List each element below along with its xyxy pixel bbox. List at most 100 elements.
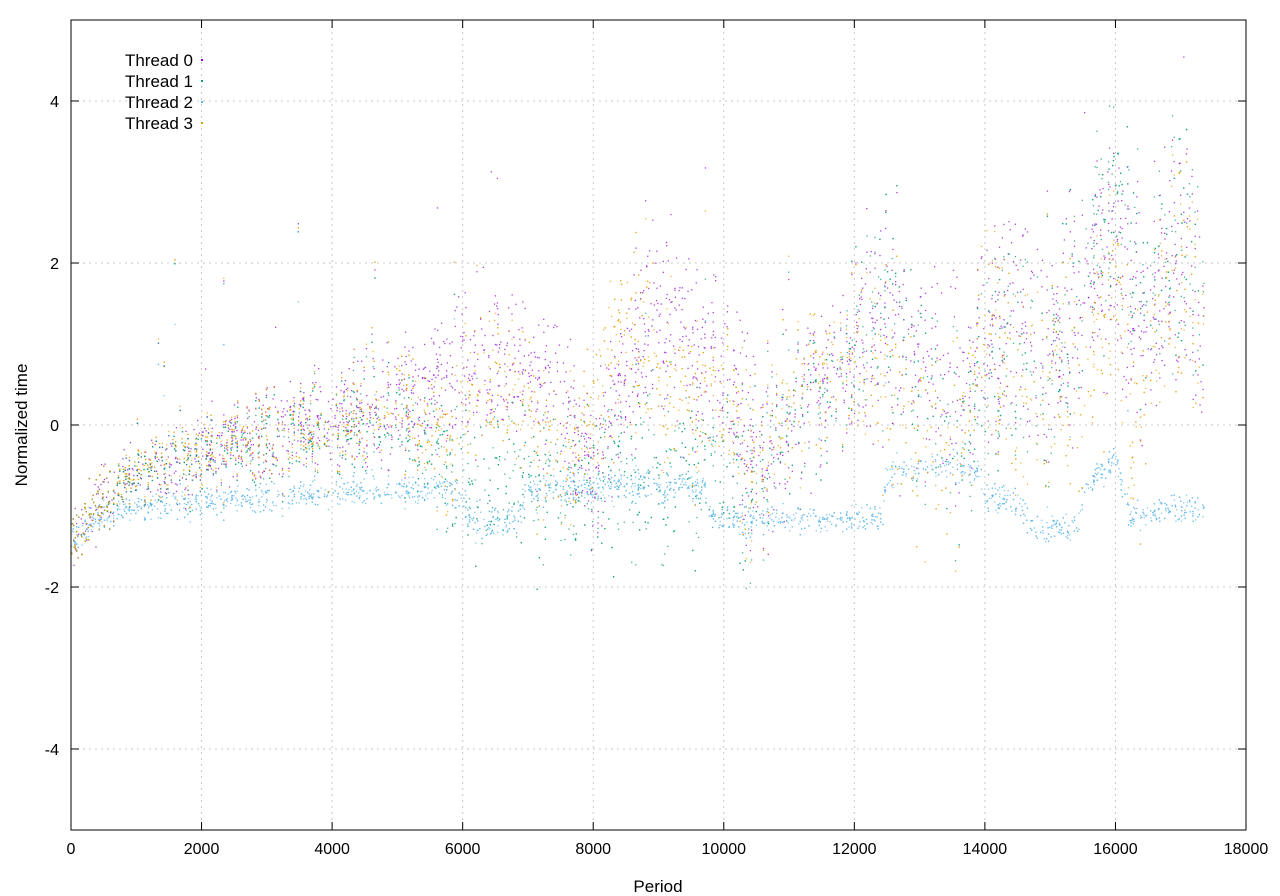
data-point [813,341,816,344]
data-point [232,476,234,478]
data-point [368,426,370,428]
data-point [903,319,905,321]
data-point [637,348,639,350]
data-point [854,344,856,346]
data-point [824,387,826,390]
data-point [365,356,368,358]
data-point [647,469,649,471]
data-point [423,420,426,422]
data-point [438,370,440,372]
data-point [116,484,118,486]
data-point [356,406,359,409]
data-point [447,434,449,437]
data-point [268,416,270,418]
data-point [401,444,403,446]
data-point [405,355,407,358]
data-point [1175,379,1177,381]
data-point [584,505,586,507]
data-point [202,448,204,450]
data-point [538,324,540,326]
data-point [516,536,518,538]
data-point [869,312,871,314]
data-point [329,452,331,454]
data-point [1015,404,1018,406]
data-point [363,451,365,453]
data-point [860,296,862,298]
data-point [759,430,761,433]
data-point [884,285,886,287]
data-point [244,431,246,434]
data-point [1051,367,1053,369]
data-point [1106,392,1108,394]
data-point [555,484,557,486]
data-point [704,337,706,339]
data-point [766,412,768,414]
data-point [444,389,447,391]
data-point [1056,302,1059,304]
data-points [71,56,1205,590]
data-point [358,429,360,431]
data-point [911,386,913,389]
data-point [461,401,463,404]
data-point [1069,372,1071,374]
data-point [1192,310,1194,312]
data-point [436,367,438,370]
data-point [207,455,209,457]
data-point [871,291,874,293]
data-point [739,443,742,445]
data-point [705,502,707,504]
data-point [317,399,319,401]
data-point [883,318,885,320]
data-point [1058,389,1061,391]
data-point [754,385,756,387]
data-point [292,422,294,424]
data-point [221,432,223,434]
data-point [629,421,631,423]
data-point [869,271,871,273]
data-point [542,564,545,566]
data-point [404,361,406,363]
data-point [236,416,238,419]
data-point [189,470,191,472]
data-point [348,412,350,414]
data-point [632,521,634,523]
data-point [694,319,697,322]
data-point [853,384,855,386]
data-point [849,337,852,339]
data-point [926,350,929,353]
data-point [293,402,296,405]
data-point [310,434,313,436]
data-point [960,405,963,407]
data-point [1001,327,1003,329]
data-point [697,411,699,413]
data-point [261,435,263,438]
data-point [1180,295,1182,298]
data-point [898,286,900,288]
data-point [215,470,217,473]
data-point [883,334,885,336]
data-point [962,401,964,403]
data-point [1181,249,1183,251]
data-point [702,318,704,320]
data-point [553,418,555,421]
data-point [963,400,965,402]
data-point [451,341,453,343]
data-point [1109,276,1112,278]
data-point [862,348,865,350]
data-point [1127,223,1129,225]
data-point [524,414,526,416]
data-point [446,467,448,469]
data-point [559,381,562,383]
data-point [902,411,904,413]
data-point [1199,404,1201,406]
data-point [767,522,770,525]
data-point [538,377,540,379]
data-point [562,402,564,405]
series-1-points [71,105,1205,590]
data-point [697,368,699,370]
data-point [112,490,115,492]
data-point [1077,332,1079,334]
data-point [211,427,213,429]
data-point [1135,284,1137,287]
data-point [1051,383,1053,385]
